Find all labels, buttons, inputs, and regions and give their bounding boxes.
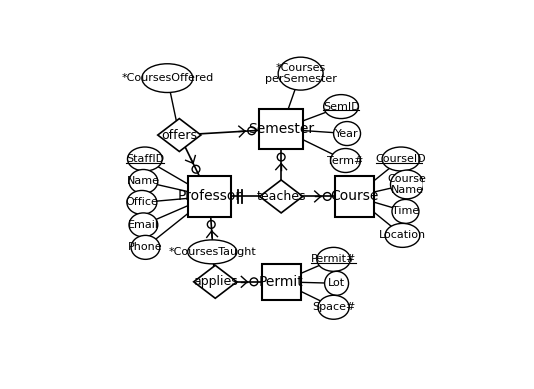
Ellipse shape xyxy=(331,149,360,172)
Ellipse shape xyxy=(334,122,360,145)
Ellipse shape xyxy=(129,213,158,237)
Text: *Courses
perSemester: *Courses perSemester xyxy=(265,63,336,84)
Ellipse shape xyxy=(390,170,423,199)
Text: teaches: teaches xyxy=(256,190,306,203)
Polygon shape xyxy=(158,119,201,152)
Bar xyxy=(187,176,231,217)
Text: Term#: Term# xyxy=(327,156,364,165)
Text: Permit: Permit xyxy=(259,275,303,289)
Polygon shape xyxy=(260,180,303,213)
Ellipse shape xyxy=(325,272,349,295)
Text: CourseID: CourseID xyxy=(375,154,426,164)
Text: Name: Name xyxy=(127,177,160,186)
Text: Phone: Phone xyxy=(128,242,163,252)
Ellipse shape xyxy=(128,147,162,171)
Ellipse shape xyxy=(385,223,420,247)
Bar xyxy=(260,109,303,149)
Ellipse shape xyxy=(318,295,349,319)
Text: Lot: Lot xyxy=(328,278,345,288)
Text: Course
Name: Course Name xyxy=(388,173,427,195)
Ellipse shape xyxy=(392,200,419,223)
Text: SemID: SemID xyxy=(323,102,359,112)
Ellipse shape xyxy=(324,95,358,119)
Text: StaffID: StaffID xyxy=(126,154,164,164)
Text: *CoursesOffered: *CoursesOffered xyxy=(121,73,214,83)
Polygon shape xyxy=(194,265,237,298)
Text: Office: Office xyxy=(125,198,158,207)
Bar xyxy=(335,176,374,217)
Text: Permit#: Permit# xyxy=(311,254,356,265)
Ellipse shape xyxy=(188,240,237,264)
Text: Year: Year xyxy=(335,128,359,138)
Text: Space#: Space# xyxy=(312,302,355,312)
Text: Time: Time xyxy=(392,207,419,216)
Text: Course: Course xyxy=(331,189,379,203)
Text: *CoursesTaught: *CoursesTaught xyxy=(168,247,256,257)
Text: Email: Email xyxy=(128,220,159,230)
Text: offers: offers xyxy=(161,128,198,142)
Text: applies: applies xyxy=(193,275,238,288)
Ellipse shape xyxy=(127,191,157,214)
Ellipse shape xyxy=(317,247,350,272)
Text: Location: Location xyxy=(379,230,426,240)
Ellipse shape xyxy=(131,235,160,259)
Bar xyxy=(262,264,301,300)
Ellipse shape xyxy=(278,57,323,90)
Ellipse shape xyxy=(129,170,158,193)
Ellipse shape xyxy=(142,64,193,93)
Text: Semester: Semester xyxy=(248,122,314,136)
Ellipse shape xyxy=(382,147,420,171)
Text: Professor: Professor xyxy=(177,189,241,203)
